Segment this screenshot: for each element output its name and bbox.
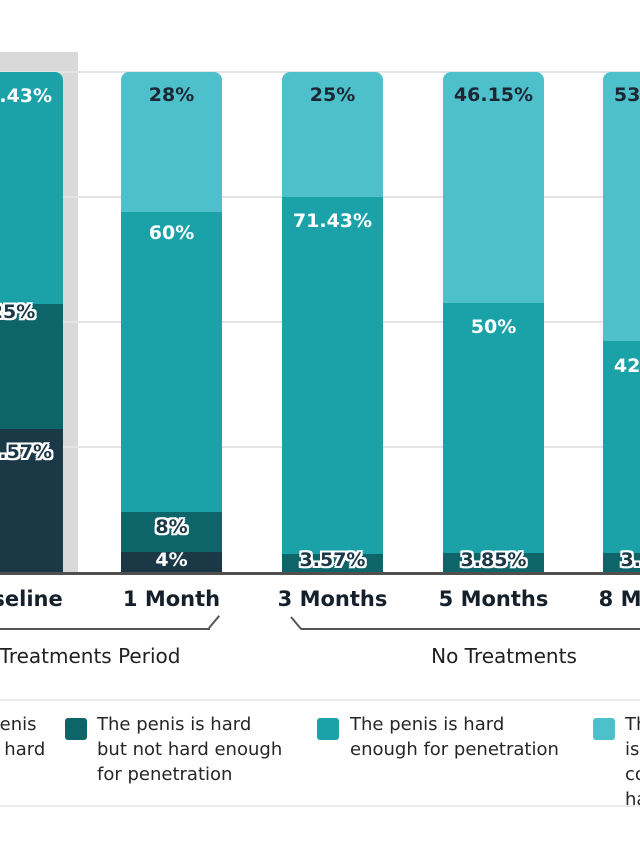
legend-item-label: The penis is hard but not hard enough fo… — [97, 714, 283, 785]
bar-segment[interactable] — [282, 197, 383, 555]
bar-value-label: 3.57% — [299, 549, 366, 571]
x-axis-label: 5 Months — [438, 587, 549, 611]
bar-segment[interactable] — [282, 554, 383, 572]
legend-swatch-icon — [65, 718, 87, 740]
bar-segment[interactable] — [603, 341, 640, 553]
bar-value-label: 28% — [148, 84, 195, 106]
legend-item-label: The penis is completely hard — [625, 714, 640, 810]
bar-segment[interactable] — [443, 72, 544, 303]
bar-value-label: 28.57% — [0, 441, 53, 463]
bar-value-label: 60% — [148, 222, 195, 244]
bar-value-label: 3.85% — [460, 549, 527, 571]
group-bracket-treatments — [0, 628, 210, 630]
legend-item-label: The penis is not hard — [0, 714, 46, 760]
bar-segment[interactable] — [443, 302, 544, 553]
bar-segment[interactable] — [443, 552, 544, 572]
bar-segment[interactable] — [0, 304, 63, 430]
bar-value-label: 46.15% — [453, 84, 534, 106]
bar-segment[interactable] — [121, 552, 222, 572]
bar-segment[interactable] — [282, 72, 383, 197]
group-bracket-treatments-end — [208, 615, 221, 629]
bar-segment[interactable] — [0, 72, 63, 305]
bar-value-label: 25% — [0, 301, 36, 323]
bar-value-label: 4% — [155, 549, 188, 571]
bar-value-label: 42.31% — [613, 355, 640, 377]
x-axis-label: 1 Month — [122, 587, 221, 611]
group-bracket-no-treatments — [301, 628, 640, 630]
legend-item-label: The penis is hard enough for penetration — [350, 714, 559, 760]
x-axis-label: Baseline — [0, 587, 63, 611]
legend-divider-bottom — [0, 805, 640, 807]
bar-value-label: 50% — [470, 316, 517, 338]
treatments-period-label: Treatments Period — [0, 644, 181, 668]
legend-swatch-icon — [593, 718, 615, 740]
bar-segment[interactable] — [603, 71, 640, 342]
x-axis-line — [0, 572, 640, 575]
bar-segment[interactable] — [0, 429, 63, 572]
bar-value-label: 71.43% — [292, 210, 373, 232]
bar-segment[interactable] — [121, 72, 222, 212]
no-treatments-label: No Treatments — [431, 644, 577, 668]
bar-value-label: 3.85% — [620, 549, 640, 571]
bar-value-label: 25% — [309, 84, 356, 106]
bar-segment[interactable] — [121, 212, 222, 512]
bar-segment[interactable] — [603, 552, 640, 572]
bar-value-label: 46.43% — [0, 85, 53, 107]
bar-value-label: 53.85% — [613, 84, 640, 106]
x-axis-label: 8 Months — [598, 587, 640, 611]
bar-value-label: 8% — [155, 516, 188, 538]
bar-segment[interactable] — [121, 512, 222, 552]
x-axis-label: 3 Months — [277, 587, 388, 611]
legend-swatch-icon — [317, 718, 339, 740]
legend-divider-top — [0, 699, 640, 701]
